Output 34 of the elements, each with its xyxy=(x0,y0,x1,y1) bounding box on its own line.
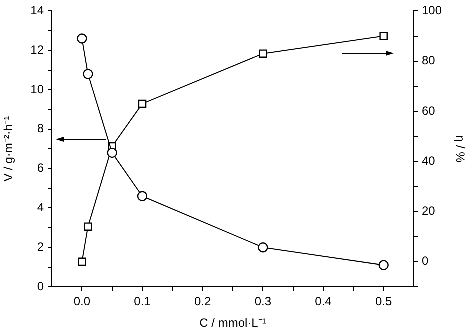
point xyxy=(378,260,389,270)
point xyxy=(83,69,94,80)
x-tick-label: 0.2 xyxy=(194,294,212,309)
y-tick-label: 14 xyxy=(30,4,44,18)
point xyxy=(138,100,147,108)
y2-tick-label: 40 xyxy=(422,154,436,168)
point xyxy=(137,191,148,202)
y-tick-label: 6 xyxy=(37,161,44,176)
y-tick-label: 10 xyxy=(30,82,44,96)
y-tick-label: 0 xyxy=(37,279,44,294)
x-tick-label: 0.0 xyxy=(74,294,91,309)
x-tick-label: 0.4 xyxy=(315,294,332,309)
y-axis-title: V / g·m⁻²·h⁻¹ xyxy=(2,116,16,182)
point xyxy=(380,32,388,40)
point xyxy=(78,258,86,266)
y2-tick-label: 0 xyxy=(422,254,429,268)
y2-tick-label: 100 xyxy=(422,4,442,18)
x-tick-label: 0.5 xyxy=(375,294,392,309)
x-axis-title: C / mmol·L⁻¹ xyxy=(200,316,266,330)
y-tick-label: 8 xyxy=(37,122,44,136)
y-tick-label: 12 xyxy=(30,42,44,57)
y-tick-label: 4 xyxy=(37,200,44,215)
point xyxy=(84,222,92,231)
point xyxy=(107,148,118,158)
y2-tick-label: 60 xyxy=(422,104,436,118)
y-tick-label: 2 xyxy=(37,240,44,254)
y2-tick-label: 80 xyxy=(422,54,436,68)
y2-tick-label: 20 xyxy=(422,204,436,218)
y2-axis-title: η / % xyxy=(453,135,468,164)
x-tick-label: 0.3 xyxy=(254,294,272,309)
point xyxy=(258,242,268,253)
point xyxy=(259,50,268,58)
x-tick-label: 0.1 xyxy=(134,294,152,309)
point xyxy=(77,34,88,44)
